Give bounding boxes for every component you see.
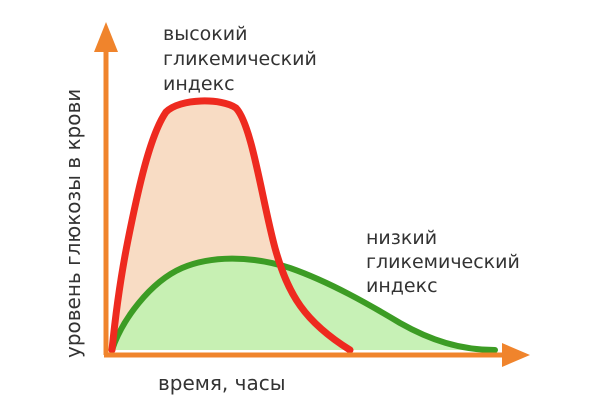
low-gi-label-line-3: индекс bbox=[366, 275, 438, 297]
x-axis-label: время, часы bbox=[158, 371, 285, 395]
x-axis-arrow-icon bbox=[502, 343, 530, 367]
low-gi-label-line-2: гликемический bbox=[366, 251, 520, 273]
high-gi-label-line-2: гликемический bbox=[163, 48, 317, 70]
low-gi-label-line-1: низкий bbox=[366, 227, 437, 249]
high-gi-label-line-1: высокий bbox=[163, 23, 247, 45]
y-axis-label: уровень глюкозы в крови bbox=[61, 89, 85, 358]
y-axis-arrow-icon bbox=[94, 22, 118, 52]
high-gi-label-line-3: индекс bbox=[163, 73, 235, 95]
low-gi-curve bbox=[109, 255, 498, 353]
high-gi-curve bbox=[108, 97, 354, 354]
